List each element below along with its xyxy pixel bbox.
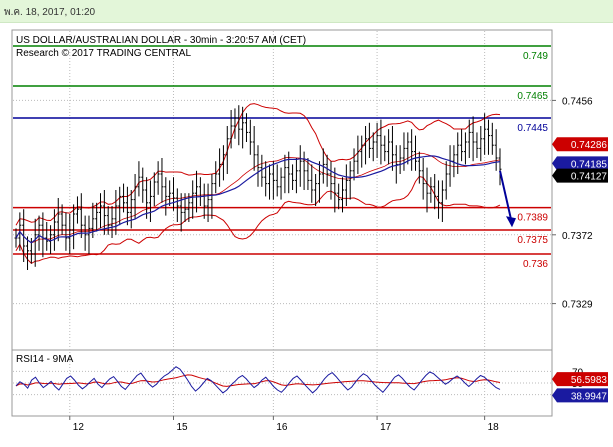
moving-average-layer [15, 155, 501, 244]
level-label: 0.736 [523, 259, 548, 270]
level-label: 0.7465 [517, 91, 548, 102]
header-bar: พ.ค. 18, 2017, 01:20 [0, 0, 613, 23]
level-label: 0.749 [523, 51, 548, 62]
price-tag [552, 137, 608, 152]
level-label: 0.7445 [517, 123, 548, 134]
rsi-tag-label: 38.9947 [571, 391, 608, 402]
price-bars-layer [14, 105, 502, 270]
rsi-title: RSI14 - 9MA [16, 354, 74, 365]
price-tag [552, 168, 608, 183]
header-date: พ.ค. 18, 2017, 01:20 [4, 7, 96, 18]
price-tag-label: 0.74127 [571, 172, 608, 183]
x-axis-tick-label: 16 [276, 422, 288, 433]
price-tags-layer: 0.74286 0.74185 0.74127 56.5983 38.9947 [552, 137, 608, 403]
moving-average-line [15, 155, 501, 244]
rsi-line [15, 366, 501, 394]
y-axis-tick-label: 0.7372 [562, 231, 593, 242]
rsi-layer [13, 366, 551, 396]
price-tag [552, 156, 608, 171]
projection-arrow-shaft [499, 170, 512, 220]
levels-layer: 0.749 0.7465 0.7445 0.7389 0.7375 0.736 [13, 45, 551, 270]
x-axis-tick-label: 18 [488, 422, 500, 433]
price-tag-label: 0.74286 [571, 140, 608, 151]
chart-title: US DOLLAR/AUSTRALIAN DOLLAR - 30min - 3:… [16, 35, 306, 46]
projection-arrow-layer [499, 170, 516, 228]
chart-subtitle: Research © 2017 TRADING CENTRAL [16, 48, 191, 59]
x-axis-tick-label: 12 [73, 422, 85, 433]
x-axis-tick-label: 15 [176, 422, 188, 433]
price-panel-frame [11, 29, 553, 351]
level-label: 0.7389 [517, 213, 548, 224]
y-axis-tick-label: 0.7456 [562, 96, 593, 107]
x-axis-tick-label: 17 [380, 422, 392, 433]
rsi-panel-frame [11, 349, 553, 417]
rsi-tag [552, 372, 608, 387]
price-tag-label: 0.74185 [571, 159, 608, 170]
rsi-tag-label: 56.5983 [571, 375, 608, 386]
y-axis-tick-label: 0.7329 [562, 300, 593, 311]
projection-arrow-head [506, 216, 516, 228]
level-label: 0.7375 [517, 235, 548, 246]
rsi-tag [552, 388, 608, 403]
